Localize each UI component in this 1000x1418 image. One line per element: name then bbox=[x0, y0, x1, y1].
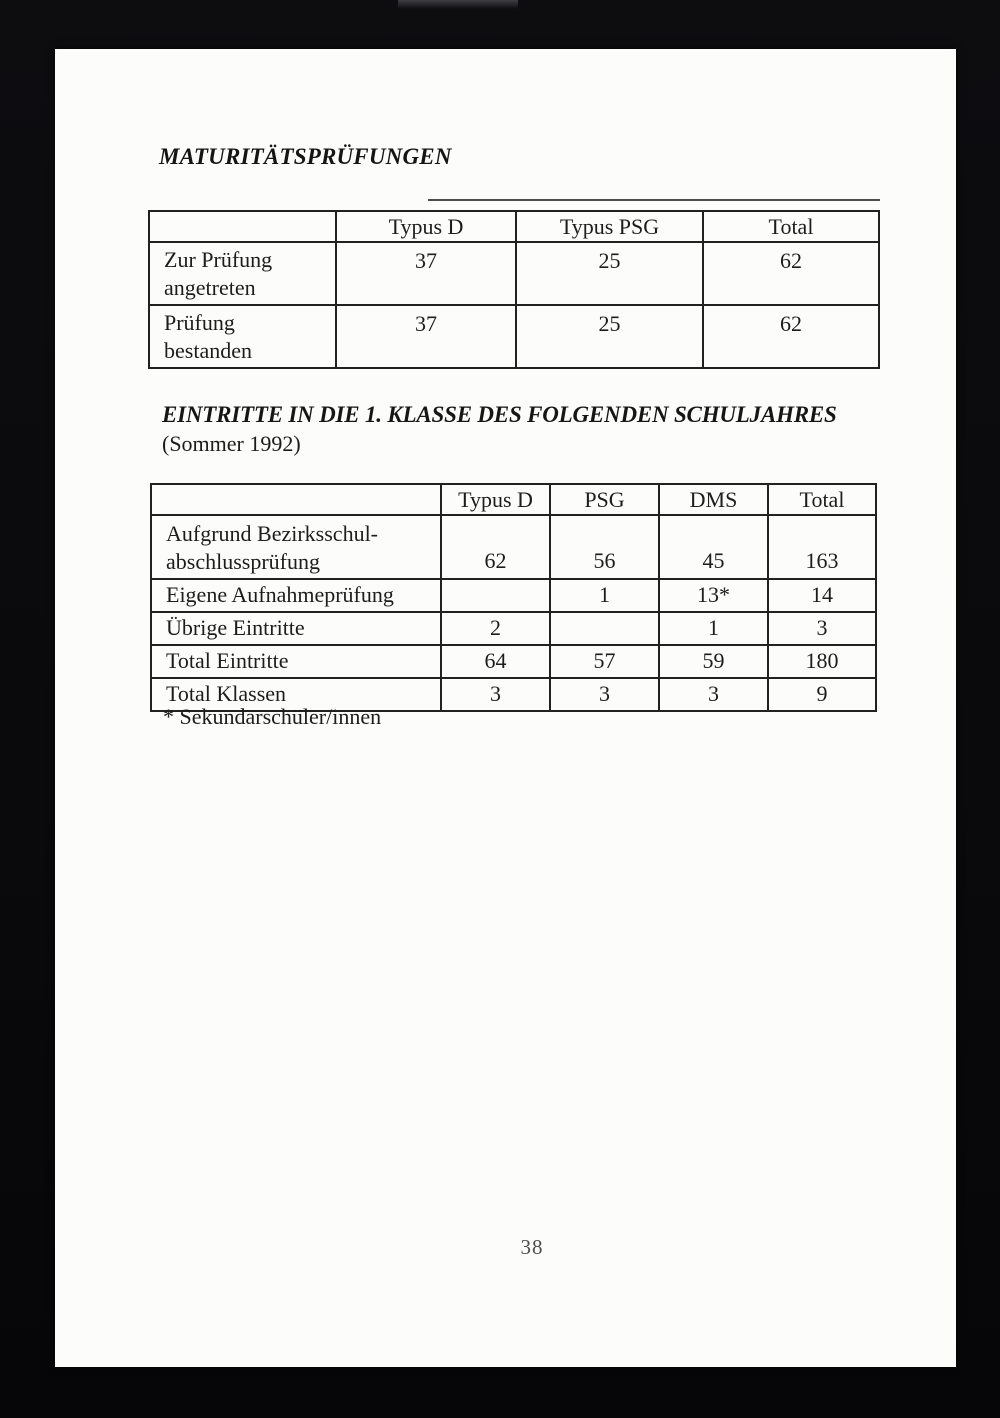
table2-cell: 3 bbox=[658, 676, 769, 712]
section2-subheading: (Sommer 1992) bbox=[162, 431, 301, 456]
table2-row: Aufgrund Bezirksschul-abschlussprüfung 6… bbox=[150, 513, 877, 580]
table2-cell: 163 bbox=[767, 513, 877, 580]
table2-cell: 1 bbox=[549, 577, 660, 613]
table2-cell: 14 bbox=[767, 577, 877, 613]
table2-row: Eigene Aufnahmeprüfung 1 13* 14 bbox=[150, 577, 877, 613]
table2-cell: 3 bbox=[767, 610, 877, 646]
scan-spine-highlight bbox=[398, 0, 518, 9]
table2-header-cell: PSG bbox=[549, 483, 660, 516]
maturitaetspruefungen-table: Typus D Typus PSG Total Zur Prüfung ange… bbox=[148, 210, 880, 369]
table1-row-label: Prüfung bestanden bbox=[148, 303, 337, 369]
table2-cell: 2 bbox=[440, 610, 551, 646]
table1-cell: 62 bbox=[702, 303, 880, 369]
table2-cell: 9 bbox=[767, 676, 877, 712]
table2-cell: 1 bbox=[658, 610, 769, 646]
table1-cell: 37 bbox=[335, 303, 517, 369]
table1-row: Prüfung bestanden 37 25 62 bbox=[148, 303, 880, 369]
table2-header-cell: Total bbox=[767, 483, 877, 516]
table1-cell: 62 bbox=[702, 240, 880, 306]
table1-row-label: Zur Prüfung angetreten bbox=[148, 240, 337, 306]
table2-cell bbox=[440, 577, 551, 613]
table1-cell: 25 bbox=[515, 240, 704, 306]
table2-row-label: Eigene Aufnahmeprüfung bbox=[150, 577, 442, 613]
table2-cell: 56 bbox=[549, 513, 660, 580]
table2-header-cell: Typus D bbox=[440, 483, 551, 516]
section2-heading-block: EINTRITTE IN DIE 1. KLASSE DES FOLGENDEN… bbox=[162, 400, 837, 458]
table2-row: Übrige Eintritte 2 1 3 bbox=[150, 610, 877, 646]
table1-header-row: Typus D Typus PSG Total bbox=[148, 210, 880, 243]
table1-header-cell bbox=[148, 210, 337, 243]
eintritte-table: Typus D PSG DMS Total Aufgrund Bezirkssc… bbox=[150, 483, 877, 712]
section2-heading: EINTRITTE IN DIE 1. KLASSE DES FOLGENDEN… bbox=[162, 402, 837, 427]
table1-header-cell: Typus PSG bbox=[515, 210, 704, 243]
section1-heading: MATURITÄTSPRÜFUNGEN bbox=[159, 144, 452, 169]
table2-header-cell: DMS bbox=[658, 483, 769, 516]
table2-cell: 13* bbox=[658, 577, 769, 613]
page-number: 38 bbox=[520, 1235, 544, 1259]
table2-header-cell bbox=[150, 483, 442, 516]
footnote: * Sekundarschüler/innen bbox=[163, 704, 382, 729]
table2-row-label: Übrige Eintritte bbox=[150, 610, 442, 646]
table2-row: Total Eintritte 64 57 59 180 bbox=[150, 643, 877, 679]
table2-cell bbox=[549, 610, 660, 646]
table1-cell: 37 bbox=[335, 240, 517, 306]
scan-artifact-line bbox=[428, 199, 880, 201]
table2-cell: 62 bbox=[440, 513, 551, 580]
table1-header-cell: Total bbox=[702, 210, 880, 243]
table2-header-row: Typus D PSG DMS Total bbox=[150, 483, 877, 516]
table2-cell: 3 bbox=[549, 676, 660, 712]
table2-row-label: Total Eintritte bbox=[150, 643, 442, 679]
table2-cell: 64 bbox=[440, 643, 551, 679]
table2-cell: 180 bbox=[767, 643, 877, 679]
table1-header-cell: Typus D bbox=[335, 210, 517, 243]
table1-row: Zur Prüfung angetreten 37 25 62 bbox=[148, 240, 880, 306]
table2-cell: 45 bbox=[658, 513, 769, 580]
document-page: MATURITÄTSPRÜFUNGEN Typus D Typus PSG To… bbox=[55, 49, 956, 1367]
table2-row: Total Klassen 3 3 3 9 bbox=[150, 676, 877, 712]
table2-cell: 59 bbox=[658, 643, 769, 679]
table2-row-label: Aufgrund Bezirksschul-abschlussprüfung bbox=[150, 513, 442, 580]
table2-cell: 3 bbox=[440, 676, 551, 712]
table2-row-label: Total Klassen bbox=[150, 676, 442, 712]
table2-cell: 57 bbox=[549, 643, 660, 679]
table1-cell: 25 bbox=[515, 303, 704, 369]
